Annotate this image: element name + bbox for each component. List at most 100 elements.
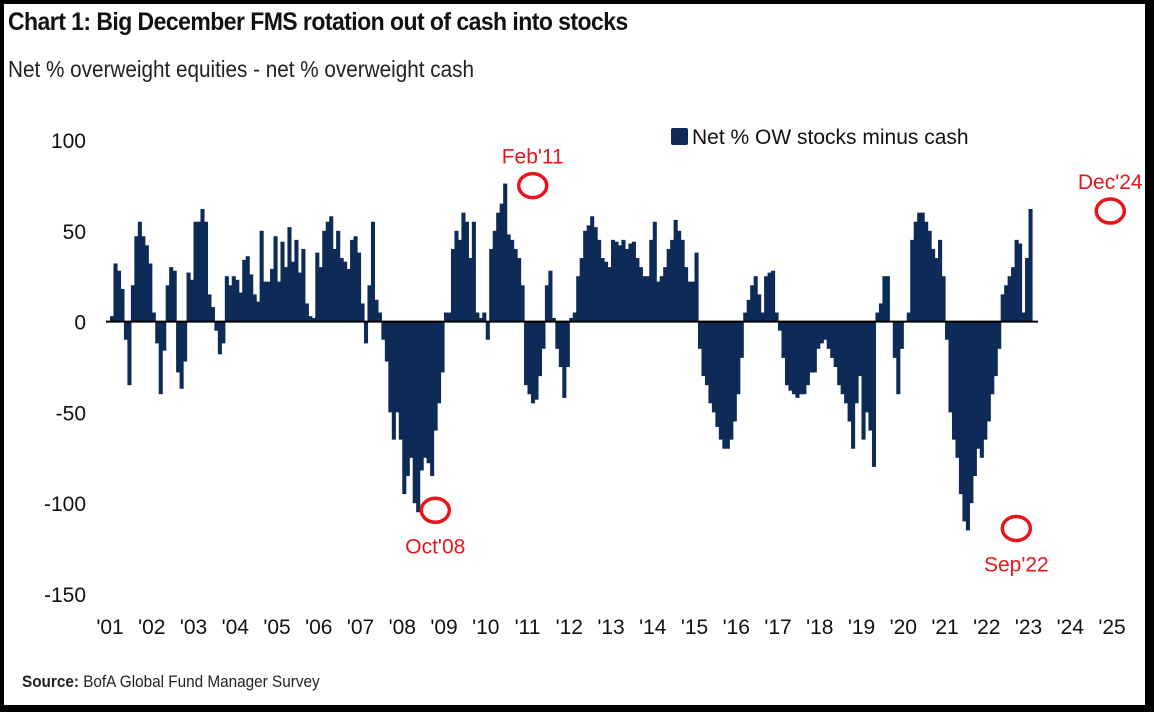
bar [586,225,591,322]
annotation-circle [1094,197,1127,225]
bar [332,248,337,322]
bar [534,321,539,400]
bar [447,312,452,322]
bar [809,321,814,373]
bar [308,316,313,322]
bar [238,292,243,322]
bar [948,321,953,413]
x-tick-label: '17 [764,616,791,639]
x-tick-label: '22 [973,616,1000,639]
bar [176,321,181,373]
bar [395,321,400,413]
bar [743,312,748,322]
bar [464,221,469,322]
bar [113,263,118,322]
bar [377,312,382,322]
bar [798,321,803,395]
bar [624,248,629,322]
bar [670,239,675,322]
bar [381,321,386,340]
bar [864,321,870,413]
bar [235,279,240,322]
bar [645,276,650,322]
bar [812,321,817,373]
x-tick-label: '03 [180,616,207,639]
bar [704,321,710,386]
bar [169,267,174,322]
bar [837,321,842,386]
bar [172,270,177,322]
bar [186,272,191,322]
x-tick-label: '20 [890,616,917,639]
bar [322,230,327,322]
bar [430,321,435,476]
bar [649,239,654,322]
bar [158,321,163,395]
annotation-label: Feb'11 [502,146,564,169]
x-tick-label: '10 [472,616,499,639]
y-tick-label: -100 [44,493,86,516]
x-tick-label: '04 [222,616,250,639]
bar [475,312,480,322]
bar [353,236,358,322]
bar [203,221,209,322]
bar [899,321,904,349]
x-tick-label: '07 [347,616,374,639]
bar [722,321,727,449]
bar [1014,239,1019,322]
bar [151,312,156,322]
bar [802,321,807,395]
bar [572,312,577,322]
bar [805,321,810,386]
bar [290,261,295,322]
annotation-label: Dec'24 [1078,171,1143,194]
bar [210,307,215,322]
bar [962,321,967,522]
bar [642,276,647,322]
bar [1018,243,1023,322]
legend: Net % OW stocks minus cash [671,126,969,149]
bar [631,241,636,322]
bar [527,321,532,395]
bar [746,299,751,322]
bar [896,321,901,395]
bar [969,321,974,504]
bar [882,276,887,322]
bar [945,321,950,340]
bar [496,212,501,322]
bar [287,227,292,322]
bar [767,272,772,322]
bar [499,203,504,322]
bar [294,239,299,322]
annotation-label: Oct'08 [405,535,465,558]
bar [311,317,316,322]
annotation-circle [1000,514,1033,543]
bar [277,281,282,322]
bar [739,321,744,358]
bar [444,312,449,322]
chart-subtitle: Net % overweight equities - net % overwe… [8,56,474,82]
bar [492,230,497,322]
bar [357,252,362,322]
y-tick-label: -150 [44,584,86,607]
bar [694,252,699,322]
bar [457,239,462,322]
bar [875,312,880,322]
bar [541,321,546,349]
bar [600,258,605,322]
bar [196,221,202,322]
bar [370,221,376,322]
bar [579,258,584,322]
bar [847,321,852,422]
x-tick-label: '12 [556,616,583,639]
bar [604,261,609,322]
bar [524,321,529,386]
bar [555,321,560,349]
bar [548,270,553,322]
bar [934,258,939,322]
bar [252,294,257,322]
bar [551,317,556,322]
bar [461,212,466,322]
bar [384,321,389,362]
